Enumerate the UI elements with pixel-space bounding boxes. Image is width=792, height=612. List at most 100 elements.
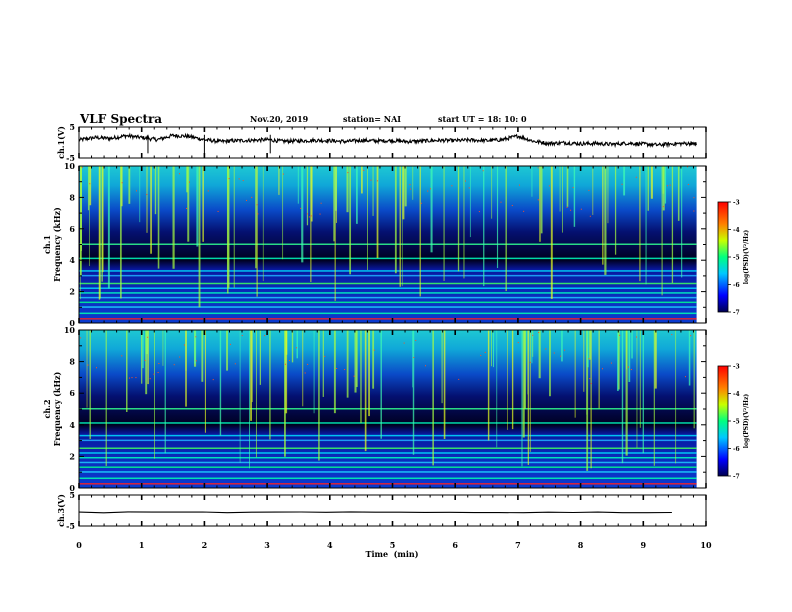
spheric-streak <box>349 166 352 275</box>
spheric-streak <box>639 166 641 282</box>
spheric-streak <box>259 330 261 385</box>
hot-pixel <box>284 363 286 365</box>
hot-pixel <box>590 383 592 385</box>
spheric-streak <box>527 330 529 465</box>
spheric-streak <box>334 166 336 301</box>
spheric-streak <box>559 166 561 212</box>
y-tick-label: 8 <box>69 192 75 202</box>
spheric-streak <box>566 166 569 207</box>
emission-line <box>79 274 697 277</box>
spheric-streak <box>284 330 286 457</box>
hot-pixel <box>517 342 519 344</box>
hot-pixel <box>186 207 188 209</box>
spheric-streak <box>598 330 600 409</box>
emission-line <box>79 301 697 304</box>
y-tick-label: 10 <box>64 161 76 171</box>
hot-pixel <box>363 169 365 171</box>
spheric-streak <box>688 330 691 386</box>
hot-pixel <box>511 205 513 207</box>
spheric-streak <box>511 330 514 430</box>
hot-pixel <box>636 336 638 338</box>
hot-pixel <box>538 331 540 333</box>
emission-line <box>79 471 697 473</box>
spheric-streak <box>147 330 149 385</box>
colorbar-tick-label: -3 <box>733 200 740 207</box>
spheric-streak <box>590 330 592 469</box>
hot-pixel <box>344 369 346 371</box>
hot-pixel <box>572 186 574 188</box>
spheric-streak <box>693 330 695 429</box>
spheric-streak <box>549 330 551 397</box>
colorbar-tick-label: -5 <box>733 255 740 262</box>
spheric-streak <box>604 166 607 275</box>
spheric-streak <box>412 330 413 388</box>
spheric-streak <box>198 166 201 308</box>
x-tick-label: 3 <box>264 540 270 550</box>
hot-pixel <box>588 189 590 191</box>
ch2-colorbar: -3 -4 -5 -6 -7 log(PSD)(V²/Hz) <box>717 364 750 481</box>
ch2-spectrogram-panel: 0 2 4 6 8 10 ch.2Frequency (kHz) <box>42 325 707 493</box>
x-tick-label: 10 <box>700 540 712 550</box>
spheric-streak <box>98 166 101 300</box>
time-axis: 0 1 2 3 4 5 6 7 8 9 10 <box>76 540 712 550</box>
hot-pixel <box>307 363 309 365</box>
emission-line <box>79 287 697 289</box>
emission-line <box>79 439 697 442</box>
hot-pixel <box>669 184 671 186</box>
hot-pixel <box>560 355 562 357</box>
y-tick-label: 2 <box>69 287 75 297</box>
spheric-streak <box>457 166 460 272</box>
x-tick-label: 6 <box>452 540 458 550</box>
emission-line <box>79 447 697 449</box>
hot-pixel <box>519 184 521 186</box>
spheric-streak <box>239 330 241 463</box>
colorbar-tick-label: -6 <box>733 282 740 289</box>
spheric-streak <box>647 166 649 211</box>
spheric-streak <box>79 166 82 276</box>
hot-pixel <box>310 215 312 217</box>
colorbar-tick-label: -7 <box>733 474 740 481</box>
hot-pixel <box>451 185 453 187</box>
spheric-streak <box>376 166 379 259</box>
spheric-streak <box>574 330 576 418</box>
hot-pixel <box>690 335 692 337</box>
start-time-label: start UT = 18: 10: 0 <box>438 114 527 124</box>
hot-pixel <box>693 197 695 199</box>
hot-pixel <box>146 193 148 195</box>
spheric-streak <box>496 330 498 448</box>
hot-pixel <box>157 372 159 374</box>
hot-pixel <box>420 202 422 204</box>
spheric-streak <box>142 330 144 369</box>
spheric-streak <box>185 330 187 407</box>
spheric-streak <box>639 330 641 428</box>
hot-pixel <box>500 201 502 203</box>
hot-pixel <box>564 349 566 351</box>
spheric-streak <box>661 166 663 296</box>
hot-pixel <box>264 335 266 337</box>
spheric-streak <box>194 330 196 364</box>
spheric-streak <box>524 330 527 409</box>
spheric-streak <box>282 166 284 260</box>
spheric-streak <box>586 330 589 368</box>
spheric-streak <box>491 330 492 367</box>
spheric-streak <box>372 330 375 389</box>
spheric-streak <box>419 166 421 297</box>
hot-pixel <box>464 180 466 182</box>
spheric-streak <box>219 330 222 436</box>
spheric-streak <box>625 330 628 456</box>
spheric-streak <box>226 166 229 294</box>
spheric-streak <box>505 166 507 292</box>
ch1-waveform-panel: 5 -5ch.1(V) <box>56 122 707 163</box>
spheric-streak <box>540 166 543 234</box>
hot-pixel <box>149 378 151 380</box>
hot-pixel <box>308 216 310 218</box>
spheric-streak <box>186 166 188 193</box>
spheric-streak <box>154 330 155 459</box>
spheric-streak <box>586 330 589 471</box>
x-tick-label: 1 <box>139 540 145 550</box>
spheric-streak <box>538 330 541 379</box>
hot-pixel <box>409 184 411 186</box>
hot-pixel <box>144 359 146 361</box>
emission-line <box>79 456 697 459</box>
hot-pixel <box>347 172 349 174</box>
